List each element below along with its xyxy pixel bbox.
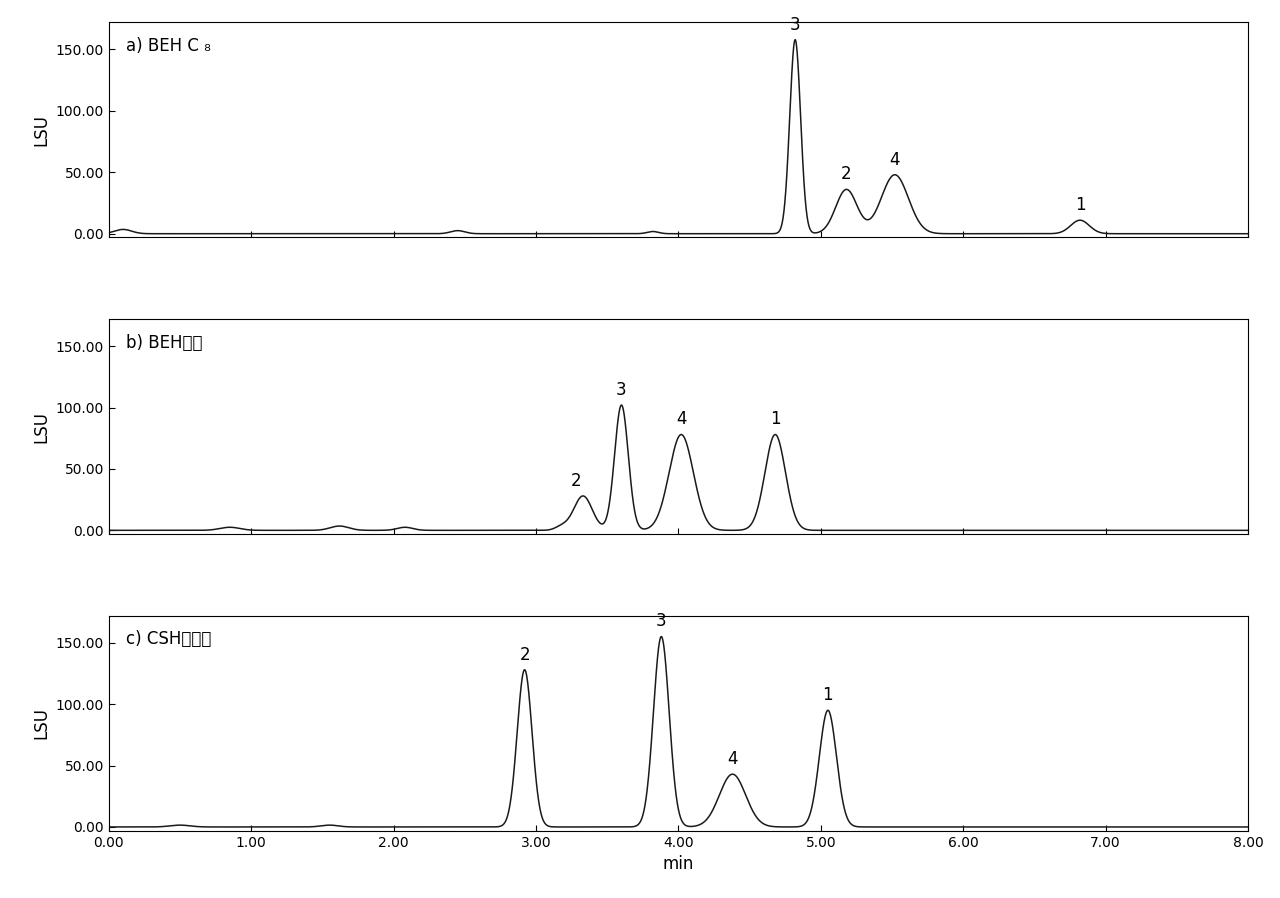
Y-axis label: LSU: LSU	[32, 114, 50, 145]
Text: 4: 4	[890, 151, 900, 169]
X-axis label: min: min	[663, 855, 694, 873]
Text: b) BEH苯基: b) BEH苯基	[125, 334, 202, 352]
Text: 1: 1	[823, 686, 833, 704]
Text: 1: 1	[1075, 196, 1085, 214]
Text: 1: 1	[769, 410, 781, 428]
Text: 2: 2	[520, 646, 530, 664]
Text: 4: 4	[727, 750, 737, 768]
Text: 3: 3	[790, 15, 800, 33]
Text: 2: 2	[571, 471, 581, 489]
Text: 3: 3	[616, 381, 627, 399]
Text: 3: 3	[655, 612, 667, 630]
Y-axis label: LSU: LSU	[32, 708, 50, 739]
Text: 4: 4	[676, 410, 686, 428]
Text: 2: 2	[841, 165, 851, 183]
Text: c) CSH苯己基: c) CSH苯己基	[125, 630, 211, 648]
Y-axis label: LSU: LSU	[32, 410, 50, 443]
Text: a) BEH C ₈: a) BEH C ₈	[125, 37, 211, 55]
